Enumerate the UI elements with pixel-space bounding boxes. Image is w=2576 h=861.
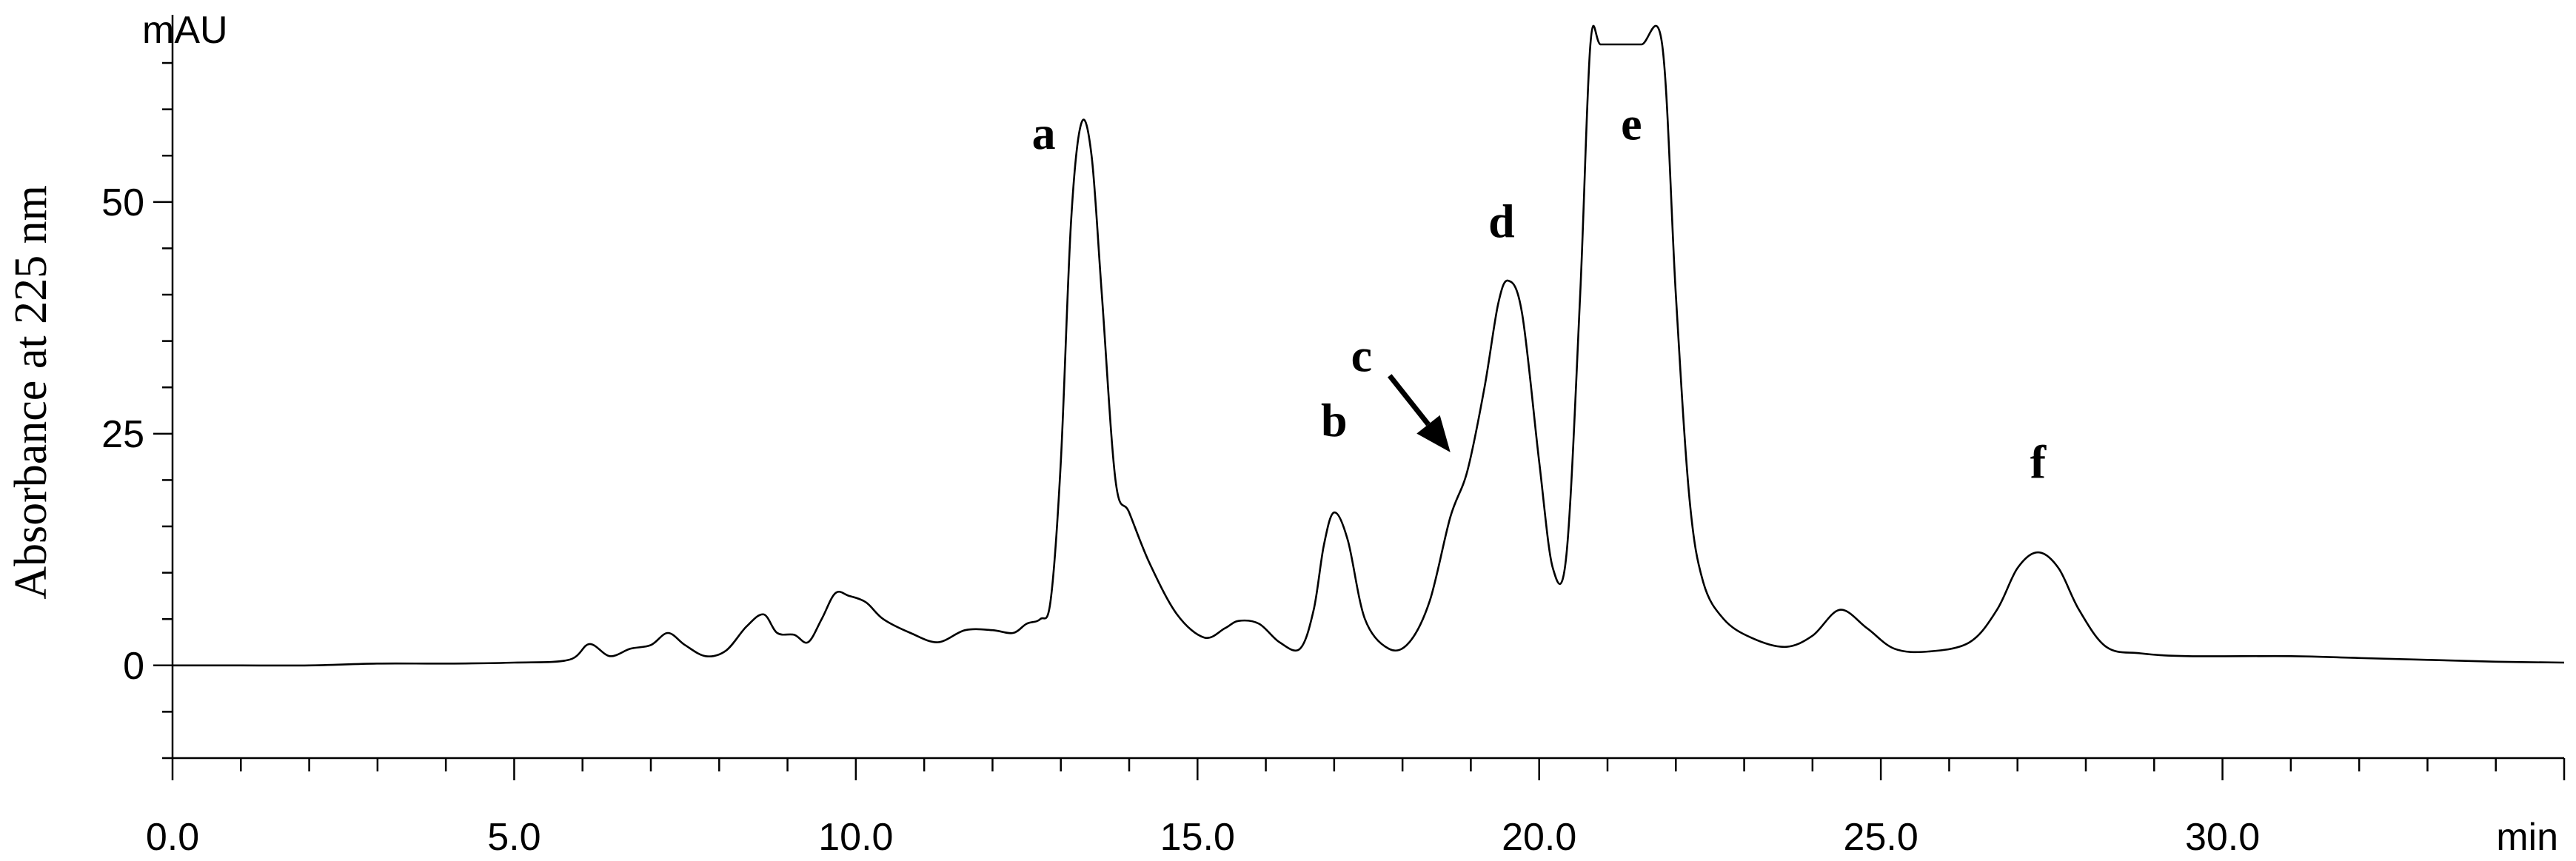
x-ticks: 0.0 5.0 10.0 15.0 20.0 25.0 30.0 [146,758,2566,859]
peak-label-c: c [1351,329,1372,381]
peak-label-a: a [1032,107,1056,159]
chromatogram-trace [173,24,2565,667]
x-tick-label: 25.0 [1844,816,1918,859]
x-unit-label: min [2496,816,2558,859]
peak-label-e: e [1621,97,1642,150]
arrow-head [1416,415,1451,452]
y-unit-label: mAU [142,9,228,52]
x-tick-label: 15.0 [1160,816,1235,859]
y-tick-label: 25 [101,413,144,456]
y-tick-label: 0 [123,645,144,688]
x-tick-label: 5.0 [487,816,541,859]
x-tick-label: 30.0 [2185,816,2260,859]
y-axis-title: Absorbance at 225 nm [6,185,56,600]
x-tick-label: 20.0 [1502,816,1576,859]
peak-annotations: a bc d e f [1032,97,2047,488]
x-tick-label: 0.0 [146,816,199,859]
peak-label-b: b [1321,394,1348,446]
peak-label-d: d [1488,195,1515,247]
y-tick-label: 50 [101,181,144,224]
axes: 0.0 5.0 10.0 15.0 20.0 25.0 30.0 0 25 50 [101,15,2566,859]
peak-label-f: f [2030,435,2047,488]
y-ticks: 0 25 50 [101,61,173,760]
x-tick-label: 10.0 [818,816,893,859]
arrow-shaft [1388,374,1431,426]
